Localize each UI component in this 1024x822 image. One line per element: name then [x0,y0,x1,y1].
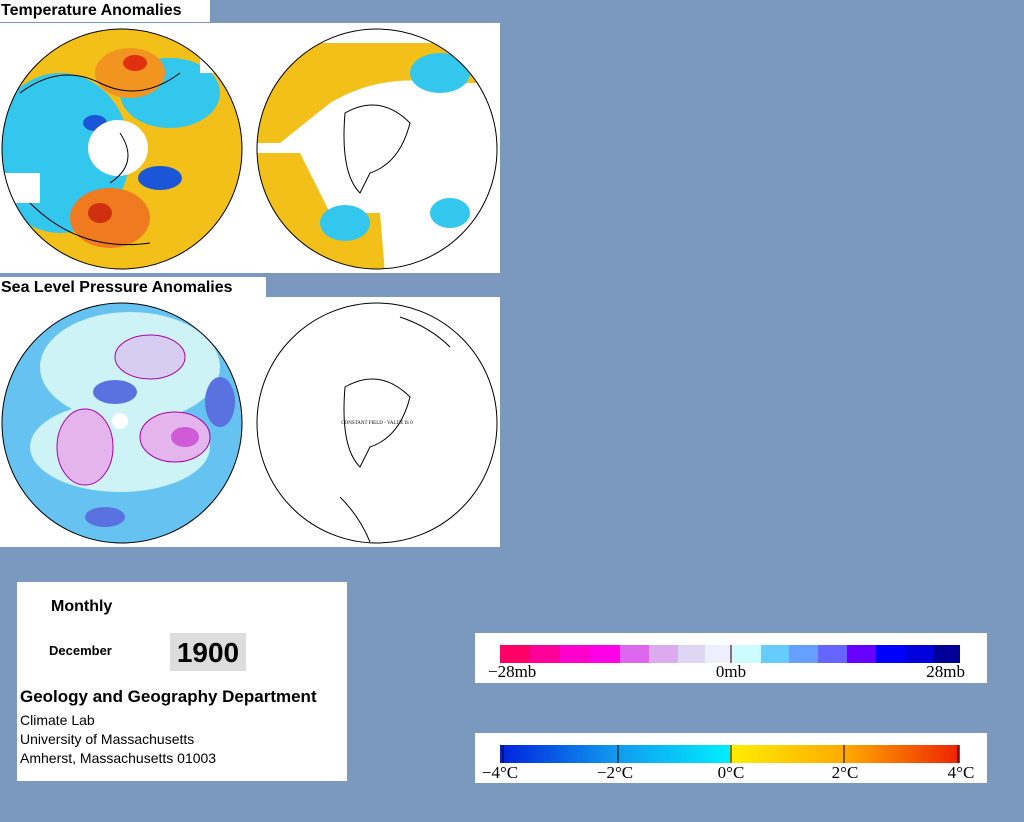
colorbar-label: −4°C [482,763,518,782]
period: Monthly [51,598,113,615]
map-outline [256,28,498,270]
colorbar-swatches [500,645,960,663]
section-title: Temperature Anomalies [0,0,210,22]
pressure-colorbar: −28mb 0mb 28mb [475,633,987,683]
address-line: Amherst, Massachusetts 01003 [20,750,217,766]
colorbar-label: −2°C [597,763,633,782]
colorbar-label: 4°C [948,763,975,782]
month: December [49,643,112,658]
temperature-colorbar: −4°C −2°C 0°C 2°C 4°C [475,733,987,783]
colorbar-label: 0mb [716,662,746,681]
section-title: Sea Level Pressure Anomalies [0,277,266,297]
map-south [257,29,497,269]
colorbar-label: 2°C [832,763,859,782]
colorbar-ticks [502,745,959,763]
temperature-maps [0,23,500,273]
map-outline [256,302,498,544]
map-note: CONSTANT FIELD - VALUE IS 0 [341,421,413,426]
year: 1900 [170,633,246,671]
colorbar-label: 28mb [926,662,965,681]
map-outline [1,28,243,270]
pressure-maps: CONSTANT FIELD - VALUE IS 0 [0,297,500,547]
colorbar-label: −28mb [488,662,536,681]
map-north [2,303,242,543]
map-outline [1,302,243,544]
address: Climate Lab University of Massachusetts … [20,711,216,768]
info-box: Monthly December 1900 Geology and Geogra… [17,582,347,781]
colorbar-label: 0°C [718,763,745,782]
address-line: University of Massachusetts [20,731,195,747]
map-north [2,29,242,269]
coastline [339,316,451,543]
address-line: Climate Lab [20,712,95,728]
department: Geology and Geography Department [20,687,317,706]
colorbar-swatches [500,745,960,763]
